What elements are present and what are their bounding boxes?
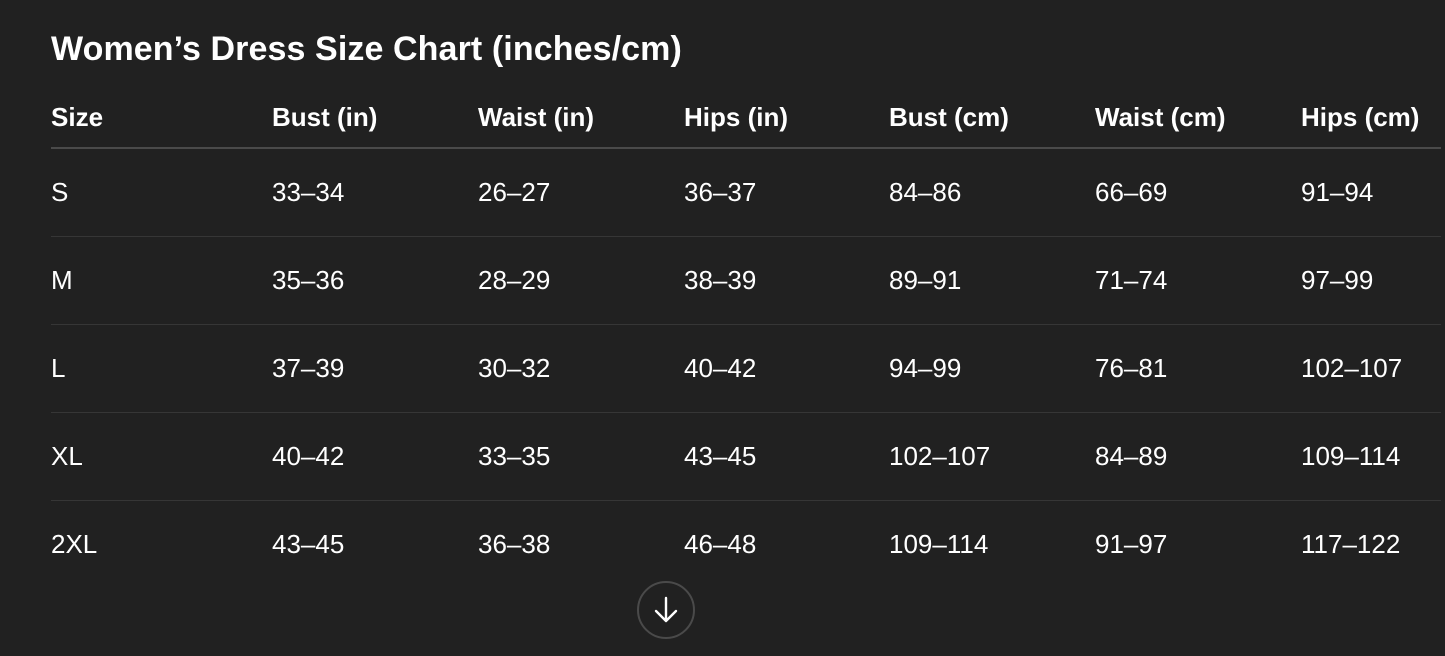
table-cell: 35–36 bbox=[272, 265, 345, 295]
table-cell: 26–27 bbox=[478, 177, 551, 207]
table-cell: 91–94 bbox=[1301, 177, 1374, 207]
table-cell: 40–42 bbox=[272, 441, 345, 471]
table-cell: 117–122 bbox=[1301, 529, 1401, 559]
column-header: Bust (cm) bbox=[889, 102, 1009, 132]
size-chart-table: Size Bust (in) Waist (in) Hips (in) Bust… bbox=[51, 96, 1441, 588]
table-cell: 2XL bbox=[51, 529, 98, 559]
table-row: S 33–34 26–27 36–37 84–86 66–69 91–94 bbox=[51, 149, 1441, 237]
column-header: Hips (cm) bbox=[1301, 102, 1420, 132]
table-cell: 36–37 bbox=[684, 177, 757, 207]
arrow-down-icon bbox=[654, 596, 678, 623]
table-cell: 33–35 bbox=[478, 441, 551, 471]
table-cell: 38–39 bbox=[684, 265, 757, 295]
table-cell: 76–81 bbox=[1095, 353, 1168, 383]
table-body: S 33–34 26–27 36–37 84–86 66–69 91–94 M 35–36 28–… bbox=[51, 149, 1441, 588]
table-cell: 33–34 bbox=[272, 177, 345, 207]
table-header-row: Size Bust (in) Waist (in) Hips (in) Bust… bbox=[51, 96, 1441, 149]
table-cell: 109–114 bbox=[889, 529, 989, 559]
table-cell: 102–107 bbox=[889, 441, 991, 471]
page-title: Women’s Dress Size Chart (inches/cm) bbox=[51, 30, 682, 68]
table-cell: 71–74 bbox=[1095, 265, 1168, 295]
table-cell: L bbox=[51, 353, 66, 383]
table-cell: 109–114 bbox=[1301, 441, 1401, 471]
table-cell: 37–39 bbox=[272, 353, 345, 383]
column-header: Size bbox=[51, 102, 104, 132]
table-row: M 35–36 28–29 38–39 89–91 71–74 97–99 bbox=[51, 237, 1441, 325]
scroll-down-button[interactable] bbox=[637, 581, 695, 639]
table-cell: 30–32 bbox=[478, 353, 551, 383]
table-cell: 94–99 bbox=[889, 353, 962, 383]
table-row: L 37–39 30–32 40–42 94–99 76–81 102–107 bbox=[51, 325, 1441, 413]
table-cell: 102–107 bbox=[1301, 353, 1403, 383]
table-cell: 66–69 bbox=[1095, 177, 1168, 207]
table-cell: 40–42 bbox=[684, 353, 757, 383]
table-cell: 97–99 bbox=[1301, 265, 1374, 295]
table-row: XL 40–42 33–35 43–45 102–107 84–89 109–114 bbox=[51, 413, 1441, 501]
column-header: Bust (in) bbox=[272, 102, 378, 132]
table-cell: XL bbox=[51, 441, 83, 471]
table-cell: 84–86 bbox=[889, 177, 962, 207]
table-row: 2XL 43–45 36–38 46–48 109–114 91–97 117–122 bbox=[51, 501, 1441, 588]
column-header: Waist (in) bbox=[478, 102, 595, 132]
table-cell: 36–38 bbox=[478, 529, 551, 559]
column-header: Hips (in) bbox=[684, 102, 788, 132]
table-cell: 91–97 bbox=[1095, 529, 1168, 559]
table-cell: 89–91 bbox=[889, 265, 962, 295]
table-cell: 84–89 bbox=[1095, 441, 1168, 471]
table-cell: 43–45 bbox=[684, 441, 757, 471]
table-cell: 28–29 bbox=[478, 265, 551, 295]
column-header: Waist (cm) bbox=[1095, 102, 1226, 132]
table-cell: 46–48 bbox=[684, 529, 757, 559]
table-cell: M bbox=[51, 265, 73, 295]
table-cell: 43–45 bbox=[272, 529, 345, 559]
table-cell: S bbox=[51, 177, 69, 207]
